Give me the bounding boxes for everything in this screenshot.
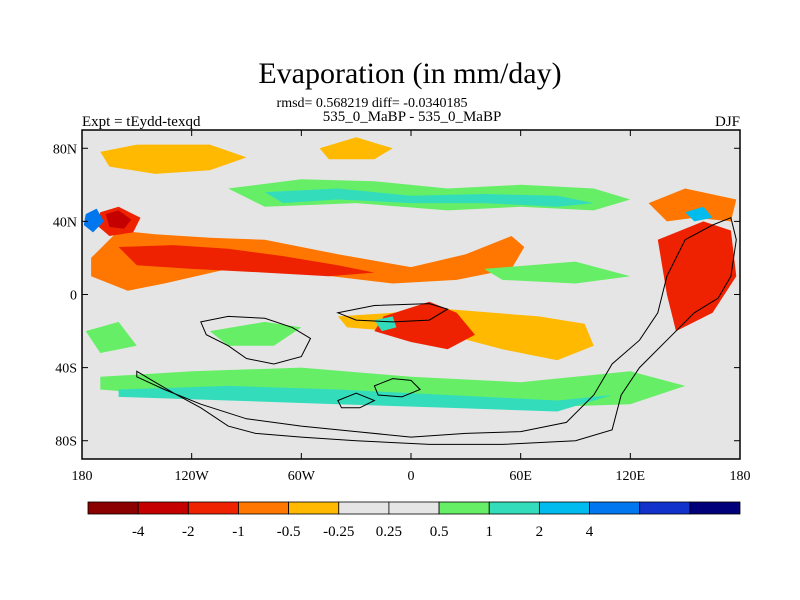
colorbar-swatch: [187, 501, 239, 515]
pacific-green-strip: [484, 261, 631, 284]
season-label: DJF: [715, 114, 740, 130]
coastline-outlines: [136, 217, 737, 445]
east-red-patch: [657, 221, 737, 332]
x-tick-label: 180: [730, 469, 751, 484]
y-tick-label: 80N: [53, 142, 77, 157]
colorbar-swatch: [238, 501, 290, 515]
x-tick-label: 60E: [509, 469, 532, 484]
colorbar-label: 1: [485, 524, 493, 540]
x-tick-label: 180: [72, 469, 93, 484]
colorbar-swatch: [689, 501, 741, 515]
x-tick-label: 120W: [175, 469, 210, 484]
x-axis: 180 120W 60W 0 60E 120E 180: [72, 130, 751, 484]
south-red-blob: [374, 301, 475, 350]
stats-line: rmsd= 0.568219 diff= -0.0340185: [277, 96, 468, 111]
arctic-yellow-patch-2: [319, 137, 393, 160]
colorbar-label: -0.5: [277, 524, 301, 540]
continent-inner-east: [336, 303, 449, 323]
east-blue-spot: [685, 206, 713, 222]
colorbar-swatch: [589, 501, 641, 515]
nw-blue-spot: [83, 208, 104, 233]
colorbar-swatch: [338, 501, 390, 515]
x-tick-label: 60W: [288, 469, 316, 484]
colorbar-swatch: [488, 501, 540, 515]
nw-darkred-spot: [105, 210, 132, 229]
y-tick-label: 80S: [55, 435, 77, 450]
colorbar-swatch: [137, 501, 189, 515]
south-teal-band: [118, 385, 613, 412]
colorbar-label: -4: [132, 524, 145, 540]
y-tick-label: 40N: [53, 215, 77, 230]
contour-fields: [83, 137, 737, 412]
colorbar-swatch: [288, 501, 340, 515]
colorbar-label: -0.25: [323, 524, 354, 540]
tropical-red-core: [118, 245, 375, 277]
east-green-patch: [85, 321, 137, 353]
arctic-yellow-patch: [100, 144, 247, 174]
colorbar-swatch: [639, 501, 691, 515]
y-tick-label: 40S: [55, 362, 77, 377]
colorbar-label: 2: [536, 524, 544, 540]
colorbar-label: 0.5: [430, 524, 449, 540]
south-green-patch-2: [209, 321, 302, 346]
north-teal-band: [264, 188, 594, 207]
equatorial-teal-spot: [374, 316, 397, 332]
east-orange-patch: [648, 188, 737, 222]
chart-title: Evaporation (in mm/day): [258, 57, 561, 90]
continent-outline-west: [136, 217, 737, 445]
x-tick-label: 0: [408, 469, 415, 484]
expt-label: Expt = tEydd-texqd: [82, 114, 201, 130]
colorbar-label: -1: [232, 524, 245, 540]
south-island-2: [337, 392, 376, 409]
y-tick-label: 0: [70, 289, 77, 304]
colorbar-swatch: [538, 501, 590, 515]
colorbar-swatch: [438, 501, 490, 515]
continent-inner-west: [200, 315, 312, 365]
chart-subtitle: 535_0_MaBP - 535_0_MaBP: [323, 109, 502, 125]
colorbar-label: 4: [586, 524, 594, 540]
x-tick-label: 120E: [616, 469, 646, 484]
colorbar-label: -2: [182, 524, 195, 540]
colorbar-label: 0.25: [376, 524, 402, 540]
colorbar: [87, 501, 741, 515]
colorbar-swatch: [388, 501, 440, 515]
south-island-1: [373, 378, 421, 398]
colorbar-swatch: [87, 501, 139, 515]
colorbar-labels: -4 -2 -1 -0.5 -0.25 0.25 0.5 1 2 4: [132, 524, 594, 540]
y-axis: 80N 40N 0 40S 80S: [53, 142, 740, 450]
plot-background: [82, 130, 740, 459]
